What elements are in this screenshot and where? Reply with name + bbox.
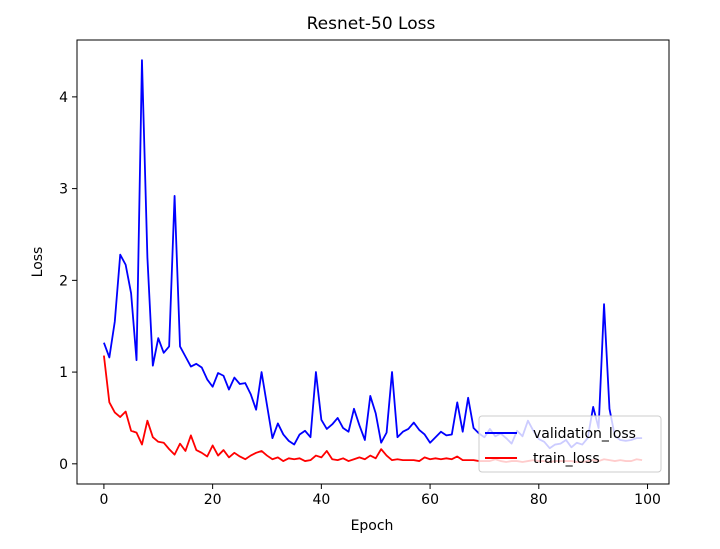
y-axis: 0 1 2 3 4 (59, 90, 77, 473)
legend: validation_loss train_loss (478, 415, 662, 473)
y-axis-label: Loss (30, 247, 46, 278)
chart-title: Resnet-50 Loss (307, 14, 436, 34)
x-tick-label: 100 (634, 492, 661, 508)
legend-box (478, 415, 662, 473)
y-tick-label: 1 (59, 365, 68, 381)
x-tick-label: 20 (204, 492, 222, 508)
legend-label-validation-loss: validation_loss (533, 426, 636, 442)
y-tick-label: 4 (59, 90, 68, 106)
x-tick-label: 80 (530, 492, 548, 508)
plot-frame (76, 39, 670, 485)
y-tick-label: 2 (59, 273, 68, 289)
x-axis: 0 20 40 60 80 100 (99, 484, 661, 508)
x-tick-label: 0 (99, 492, 108, 508)
y-tick-label: 3 (59, 182, 68, 198)
legend-label-train-loss: train_loss (533, 451, 600, 467)
x-tick-label: 60 (421, 492, 439, 508)
x-axis-label: Epoch (351, 518, 394, 534)
series-line-validation-loss (103, 59, 643, 450)
x-tick-label: 40 (312, 492, 330, 508)
y-tick-label: 0 (59, 457, 68, 473)
